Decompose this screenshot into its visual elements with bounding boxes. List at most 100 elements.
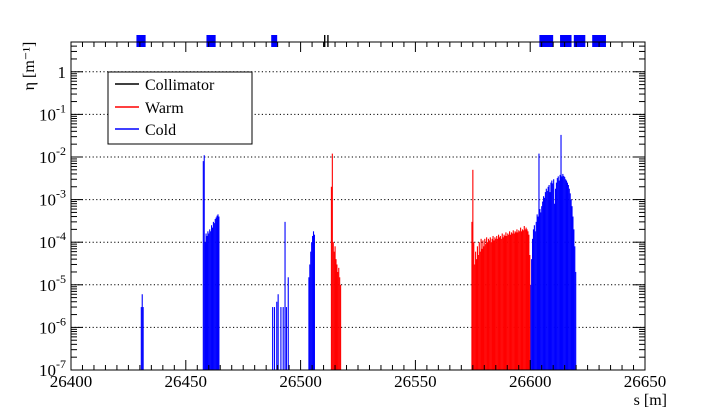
bar-warm	[475, 259, 478, 370]
bar-warm	[529, 255, 531, 370]
bar-warm	[523, 225, 525, 370]
x-tick-label: 26400	[50, 372, 93, 391]
y-tick-label: 10-1	[39, 101, 66, 124]
bar-warm	[515, 232, 517, 370]
bar-cold	[534, 231, 536, 370]
bar-cold	[532, 229, 535, 370]
x-tick-label: 26650	[624, 372, 667, 391]
x-tick-label: 26550	[394, 372, 437, 391]
bar-cold	[209, 229, 211, 370]
bar-cold	[531, 238, 534, 370]
bar-cold	[218, 216, 220, 370]
y-tick-label: 10-3	[39, 187, 66, 210]
bar-cold	[571, 206, 573, 370]
bar-cold	[565, 179, 567, 370]
bar-cold	[568, 188, 570, 370]
bar-warm	[330, 186, 332, 370]
bar-warm	[504, 235, 506, 370]
bar-cold	[565, 180, 568, 370]
bar-cold	[141, 294, 143, 370]
bar-warm	[492, 235, 494, 370]
bar-warm	[506, 235, 508, 370]
bar-cold	[310, 251, 312, 370]
bar-warm	[489, 237, 491, 370]
bar-cold	[309, 264, 311, 370]
bar-warm	[488, 240, 490, 370]
bar-cold	[550, 182, 552, 370]
bar-cold	[208, 233, 210, 370]
bar-warm	[334, 246, 336, 370]
bar-cold	[539, 209, 541, 370]
bar-cold	[555, 182, 557, 370]
bar-cold	[564, 176, 566, 370]
bar-warm	[527, 231, 529, 370]
strip-element-cold	[560, 35, 572, 47]
bar-warm	[520, 231, 523, 370]
bar-warm	[516, 229, 518, 370]
bar-cold	[202, 161, 204, 370]
bar-cold	[142, 307, 144, 370]
bar-warm	[513, 233, 515, 370]
bar-warm	[510, 232, 512, 370]
bar-cold	[312, 231, 315, 370]
bar-warm	[498, 234, 500, 370]
bar-warm	[477, 255, 479, 370]
bar-cold	[553, 179, 555, 370]
bar-cold	[547, 186, 549, 370]
bar-cold	[543, 197, 546, 370]
bar-warm	[479, 251, 481, 370]
bar-warm	[528, 234, 530, 370]
bar-warm	[483, 246, 485, 370]
bar-warm	[472, 169, 474, 370]
strip-element-cold	[539, 35, 554, 47]
bar-warm	[336, 264, 338, 370]
bar-cold	[140, 307, 142, 370]
x-tick-label: 26500	[279, 372, 322, 391]
bar-cold	[285, 307, 287, 370]
y-tick-label: 10-5	[39, 272, 66, 295]
legend-label-cold: Cold	[145, 122, 176, 139]
bar-warm	[526, 229, 528, 370]
bar-warm	[499, 235, 501, 370]
y-tick-label: 10-6	[39, 314, 66, 337]
bar-warm	[482, 240, 484, 370]
bar-cold	[558, 180, 560, 370]
bar-warm	[332, 242, 334, 370]
bar-cold	[563, 175, 565, 370]
bar-cold	[566, 182, 568, 370]
bar-warm	[476, 246, 478, 370]
bar-cold	[280, 307, 282, 370]
bar-cold	[538, 153, 540, 370]
bar-cold	[284, 221, 286, 370]
bar-warm	[480, 238, 482, 370]
bar-warm	[509, 231, 511, 370]
bar-warm	[520, 227, 522, 370]
bar-warm	[496, 235, 498, 370]
bar-warm	[485, 244, 487, 370]
bar-cold	[567, 184, 569, 370]
x-tick-labels: 26400 26450 26500 26550 26600 26650	[50, 372, 667, 391]
bar-cold	[273, 307, 276, 370]
bar-cold	[217, 214, 219, 370]
bar-warm	[518, 230, 520, 370]
y-tick-label: 1	[58, 63, 67, 82]
legend: Collimator Warm Cold	[107, 71, 253, 145]
bar-warm	[498, 237, 501, 370]
bar-cold	[277, 294, 279, 370]
bar-warm	[338, 267, 340, 370]
bar-cold	[548, 184, 550, 370]
legend-label-collimator: Collimator	[145, 77, 215, 94]
bar-cold	[308, 277, 310, 370]
bar-cold	[569, 193, 571, 370]
strip-element-cold	[271, 35, 278, 47]
bar-cold	[554, 203, 556, 370]
bar-cold	[204, 242, 206, 370]
bar-warm	[524, 229, 526, 370]
bar-warm	[333, 251, 335, 370]
y-tick-label: 10-2	[39, 144, 66, 167]
bar-warm	[486, 242, 489, 370]
bar-cold	[210, 231, 212, 370]
bar-cold	[549, 192, 551, 370]
bar-warm	[500, 238, 502, 370]
